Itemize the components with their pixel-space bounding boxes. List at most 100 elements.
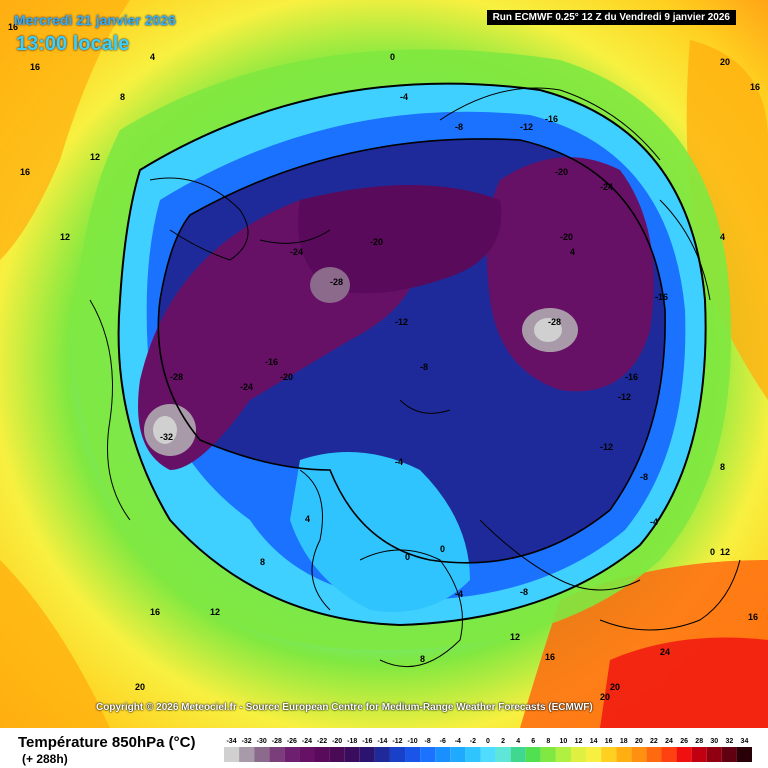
copyright-notice: Copyright © 2026 Meteociel.fr - Source E… <box>96 702 593 713</box>
cold-spot-west-inner <box>153 416 177 444</box>
isotherm-label: -20 <box>560 232 573 242</box>
scale-color-swatch <box>586 747 602 762</box>
scale-color-swatch <box>570 747 587 762</box>
scale-color-swatch <box>389 747 406 762</box>
scale-color-swatch <box>510 747 526 762</box>
legend-title: Température 850hPa (°C) <box>18 734 196 751</box>
isotherm-label: -32 <box>160 432 173 442</box>
scale-color-swatch <box>239 747 255 762</box>
isotherm-label: 4 <box>570 247 575 257</box>
isotherm-label: 16 <box>750 82 760 92</box>
scale-color-swatch <box>721 747 737 762</box>
isotherm-label: 24 <box>660 647 670 657</box>
scale-color-swatch <box>736 747 752 762</box>
arctic-cold-core-east <box>486 157 654 392</box>
scale-tick-label: 34 <box>741 738 749 745</box>
scale-tick-label: 0 <box>486 738 490 745</box>
scale-tick-label: -4 <box>455 738 461 745</box>
scale-color-swatch <box>661 747 677 762</box>
scale-color-swatch <box>616 747 632 762</box>
scale-tick-label: -16 <box>362 738 372 745</box>
scale-color-swatch <box>631 747 647 762</box>
isotherm-label: -8 <box>520 587 528 597</box>
isotherm-label: 12 <box>510 632 520 642</box>
isotherm-label: 8 <box>420 654 425 664</box>
scale-color-swatch <box>450 747 466 762</box>
scale-color-swatch <box>224 747 240 762</box>
scale-tick-label: 8 <box>546 738 550 745</box>
isotherm-label: -4 <box>650 517 658 527</box>
scale-tick-label: 6 <box>531 738 535 745</box>
isotherm-label: -20 <box>280 372 293 382</box>
isotherm-label: -12 <box>395 317 408 327</box>
scale-tick-label: -20 <box>332 738 342 745</box>
scale-color-swatch <box>420 747 436 762</box>
isotherm-label: 20 <box>135 682 145 692</box>
scale-color-swatch <box>435 747 451 762</box>
isotherm-label: 16 <box>30 62 40 72</box>
scale-color-swatch <box>646 747 662 762</box>
isotherm-label: 4 <box>305 514 310 524</box>
scale-color-swatch <box>706 747 722 762</box>
isotherm-label: 16 <box>20 167 30 177</box>
isotherm-label: 8 <box>120 92 125 102</box>
scale-tick-label: -6 <box>440 738 446 745</box>
isotherm-label: -16 <box>625 372 638 382</box>
scale-tick-label: 16 <box>605 738 613 745</box>
scale-color-swatch <box>480 747 496 762</box>
isotherm-label: 0 <box>710 547 715 557</box>
isotherm-label: -16 <box>655 292 668 302</box>
scale-tick-label: -14 <box>377 738 387 745</box>
valid-date: Mercredi 21 janvier 2026 <box>14 12 176 28</box>
isotherm-label: -12 <box>618 392 631 402</box>
scale-tick-label: -26 <box>287 738 297 745</box>
isotherm-label: -12 <box>600 442 613 452</box>
scale-color-swatch <box>374 747 390 762</box>
isotherm-label: 0 <box>390 52 395 62</box>
cold-core-center <box>298 185 502 294</box>
isotherm-label: -24 <box>290 247 303 257</box>
isotherm-label: 20 <box>720 57 730 67</box>
scale-tick-label: -8 <box>425 738 431 745</box>
warm-region-se-core <box>600 637 768 728</box>
isotherm-label: -24 <box>600 182 613 192</box>
isotherm-label: -8 <box>420 362 428 372</box>
isotherm-label: -12 <box>520 122 533 132</box>
scale-color-swatch <box>691 747 707 762</box>
warm-region-sw <box>0 560 110 728</box>
scale-color-swatch <box>299 747 315 762</box>
scale-color-swatch <box>314 747 330 762</box>
scale-tick-label: 18 <box>620 738 628 745</box>
scale-color-swatch <box>465 747 481 762</box>
isotherm-label: 0 <box>405 552 410 562</box>
cold-spot-east-inner <box>534 318 562 342</box>
isotherm-label: -20 <box>370 237 383 247</box>
europe-cold-tongue <box>290 452 470 612</box>
scale-tick-label: -28 <box>272 738 282 745</box>
run-info: Run ECMWF 0.25° 12 Z du Vendredi 9 janvi… <box>486 10 736 25</box>
color-scale: -34 -32 -30 -28 -26 -24 -22 -20 -18 -16 -14 -12 -10-… <box>224 738 752 762</box>
scale-tick-label: -22 <box>317 738 327 745</box>
scale-tick-label: 30 <box>710 738 718 745</box>
scale-color-swatch <box>601 747 617 762</box>
scale-tick-label: -32 <box>242 738 252 745</box>
scale-color-swatch <box>359 747 375 762</box>
isotherm-labels: 16 16 16 12 12 8 4 0 -4 -8 -12 -16 -20 -24 -28 -28 -28 -3… <box>8 22 760 702</box>
scale-color-swatch <box>344 747 360 762</box>
scale-color-swatch <box>254 747 270 762</box>
scale-tick-label: -34 <box>226 738 236 745</box>
isotherm-label: 20 <box>600 692 610 702</box>
isotherm-label: -8 <box>640 472 648 482</box>
scale-tick-label: 14 <box>590 738 598 745</box>
scale-tick-label: 12 <box>575 738 583 745</box>
scale-color-swatch <box>540 747 556 762</box>
coastlines <box>89 87 741 668</box>
isotherm-label: 4 <box>150 52 155 62</box>
isotherm-label: -28 <box>330 277 343 287</box>
isotherm-label: -28 <box>170 372 183 382</box>
scale-tick-label: -18 <box>347 738 357 745</box>
scale-color-swatch <box>555 747 571 762</box>
isotherm-label: 12 <box>60 232 70 242</box>
isotherm-label: -28 <box>548 317 561 327</box>
isotherm-0 <box>117 82 707 627</box>
